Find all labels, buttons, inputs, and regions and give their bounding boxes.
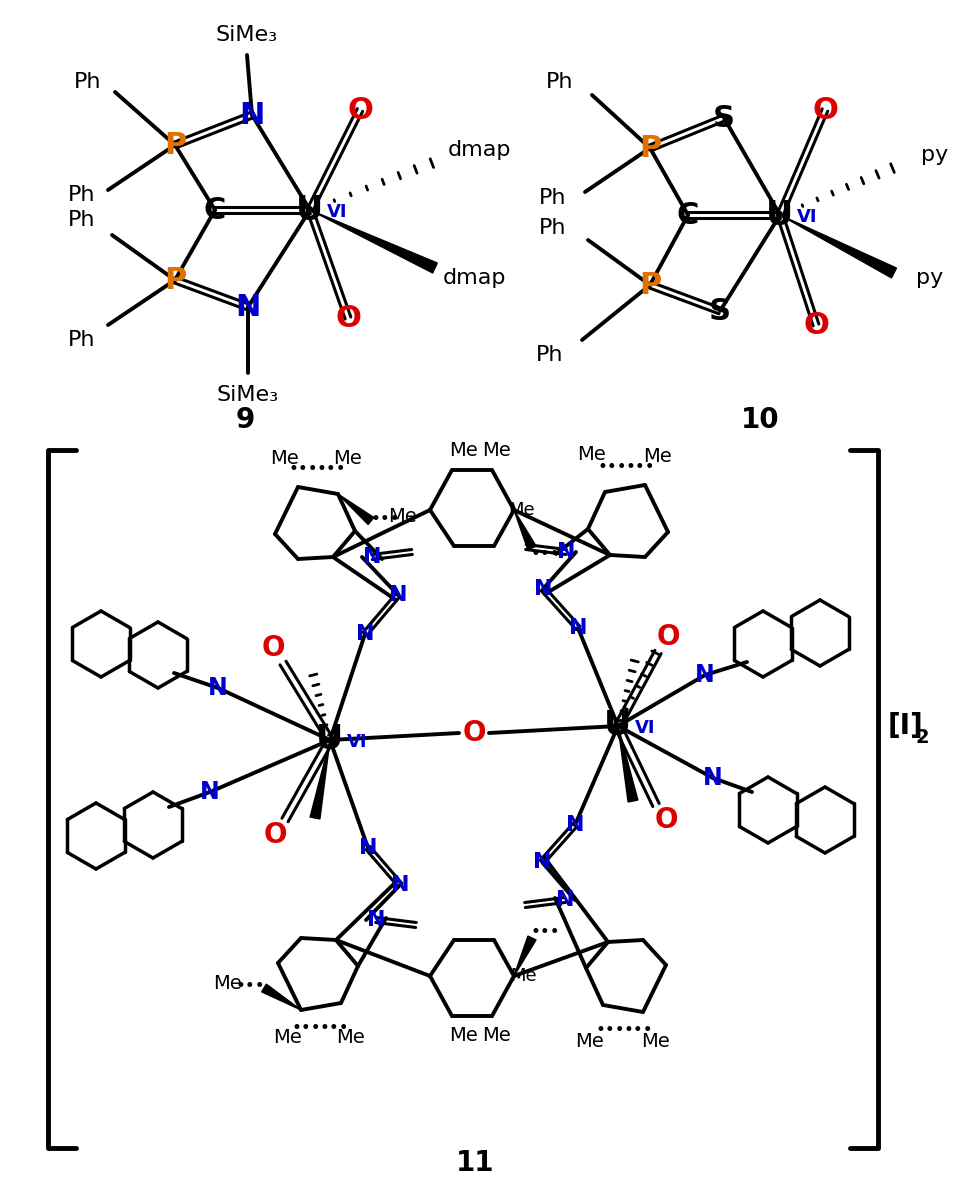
Text: Me: Me xyxy=(388,507,417,526)
Text: Me: Me xyxy=(577,445,605,464)
Text: •••: ••• xyxy=(595,1021,624,1039)
Text: Ph: Ph xyxy=(536,344,563,365)
Text: 9: 9 xyxy=(235,405,254,434)
Text: Me: Me xyxy=(482,440,511,459)
Text: N: N xyxy=(565,814,584,835)
Text: Ph: Ph xyxy=(539,218,566,238)
Text: py: py xyxy=(920,145,948,165)
Text: •••: ••• xyxy=(625,458,654,476)
Text: VI: VI xyxy=(346,733,367,751)
Polygon shape xyxy=(310,740,330,819)
Text: SiMe₃: SiMe₃ xyxy=(216,25,278,45)
Text: P: P xyxy=(163,266,186,294)
Text: N: N xyxy=(702,765,722,791)
Text: Me: Me xyxy=(449,1026,478,1045)
Text: O: O xyxy=(347,96,373,124)
Text: dmap: dmap xyxy=(443,268,507,288)
Text: Ph: Ph xyxy=(68,210,96,230)
Text: 11: 11 xyxy=(456,1149,494,1177)
Polygon shape xyxy=(513,509,536,550)
Text: N: N xyxy=(363,547,380,567)
Text: •••: ••• xyxy=(288,460,318,478)
Text: P: P xyxy=(639,270,660,299)
Text: •••: ••• xyxy=(370,509,399,527)
Text: S: S xyxy=(712,104,734,133)
Text: Ph: Ph xyxy=(74,72,102,92)
Text: py: py xyxy=(915,268,943,288)
Text: Ph: Ph xyxy=(68,330,96,350)
Text: •••: ••• xyxy=(319,1019,348,1037)
Text: P: P xyxy=(639,134,660,163)
Text: N: N xyxy=(239,100,264,129)
Polygon shape xyxy=(261,984,300,1009)
Text: O: O xyxy=(811,96,837,124)
Text: •••: ••• xyxy=(290,1019,321,1037)
Polygon shape xyxy=(779,215,896,277)
Text: dmap: dmap xyxy=(448,140,511,160)
Text: Me: Me xyxy=(333,450,362,469)
Text: N: N xyxy=(388,585,407,605)
Text: C: C xyxy=(203,195,226,225)
Text: Ph: Ph xyxy=(68,185,96,205)
Text: N: N xyxy=(358,838,377,858)
Text: Me: Me xyxy=(213,975,243,994)
Text: N: N xyxy=(235,293,260,322)
Text: Me: Me xyxy=(482,1026,511,1045)
Text: Me: Me xyxy=(575,1032,603,1051)
Text: S: S xyxy=(708,297,731,325)
Polygon shape xyxy=(617,726,638,803)
Text: •••: ••• xyxy=(316,460,345,478)
Text: Me: Me xyxy=(643,447,672,466)
Polygon shape xyxy=(310,210,437,273)
Text: VI: VI xyxy=(796,208,817,226)
Text: C: C xyxy=(676,201,698,230)
Text: •••: ••• xyxy=(530,545,559,563)
Text: VI: VI xyxy=(327,203,347,221)
Text: N: N xyxy=(556,890,574,910)
Text: N: N xyxy=(694,663,714,687)
Text: N: N xyxy=(208,676,228,700)
Text: Me: Me xyxy=(336,1029,365,1048)
Text: •••: ••• xyxy=(597,458,626,476)
Text: O: O xyxy=(802,311,828,340)
Text: •••: ••• xyxy=(530,923,559,941)
Text: O: O xyxy=(261,634,285,663)
Text: Me: Me xyxy=(449,440,478,459)
Text: U: U xyxy=(603,709,631,743)
Text: Me: Me xyxy=(509,501,535,519)
Text: O: O xyxy=(334,304,361,332)
Text: N: N xyxy=(355,624,374,643)
Text: O: O xyxy=(655,623,679,651)
Text: U: U xyxy=(316,724,343,757)
Text: U: U xyxy=(766,199,793,232)
Text: N: N xyxy=(533,579,552,599)
Text: [I]: [I] xyxy=(887,712,923,740)
Text: Me: Me xyxy=(511,968,537,986)
Text: Me: Me xyxy=(273,1029,302,1048)
Text: N: N xyxy=(200,780,220,804)
Text: N: N xyxy=(556,542,575,562)
Text: O: O xyxy=(462,719,485,748)
Text: O: O xyxy=(263,820,287,849)
Text: 2: 2 xyxy=(915,728,929,748)
Text: Me: Me xyxy=(641,1032,670,1051)
Polygon shape xyxy=(513,936,536,976)
Text: N: N xyxy=(532,852,551,872)
Text: N: N xyxy=(367,910,385,930)
Text: U: U xyxy=(296,194,324,226)
Text: N: N xyxy=(568,618,587,637)
Text: Me: Me xyxy=(270,450,299,469)
Text: •••: ••• xyxy=(235,977,264,995)
Text: Ph: Ph xyxy=(546,72,573,92)
Text: •••: ••• xyxy=(623,1021,652,1039)
Text: 10: 10 xyxy=(740,405,778,434)
Text: Ph: Ph xyxy=(539,188,566,208)
Text: P: P xyxy=(163,130,186,159)
Text: SiMe₃: SiMe₃ xyxy=(217,385,279,405)
Text: N: N xyxy=(390,875,409,895)
Polygon shape xyxy=(337,494,374,525)
Text: O: O xyxy=(653,806,677,834)
Text: VI: VI xyxy=(635,719,655,737)
